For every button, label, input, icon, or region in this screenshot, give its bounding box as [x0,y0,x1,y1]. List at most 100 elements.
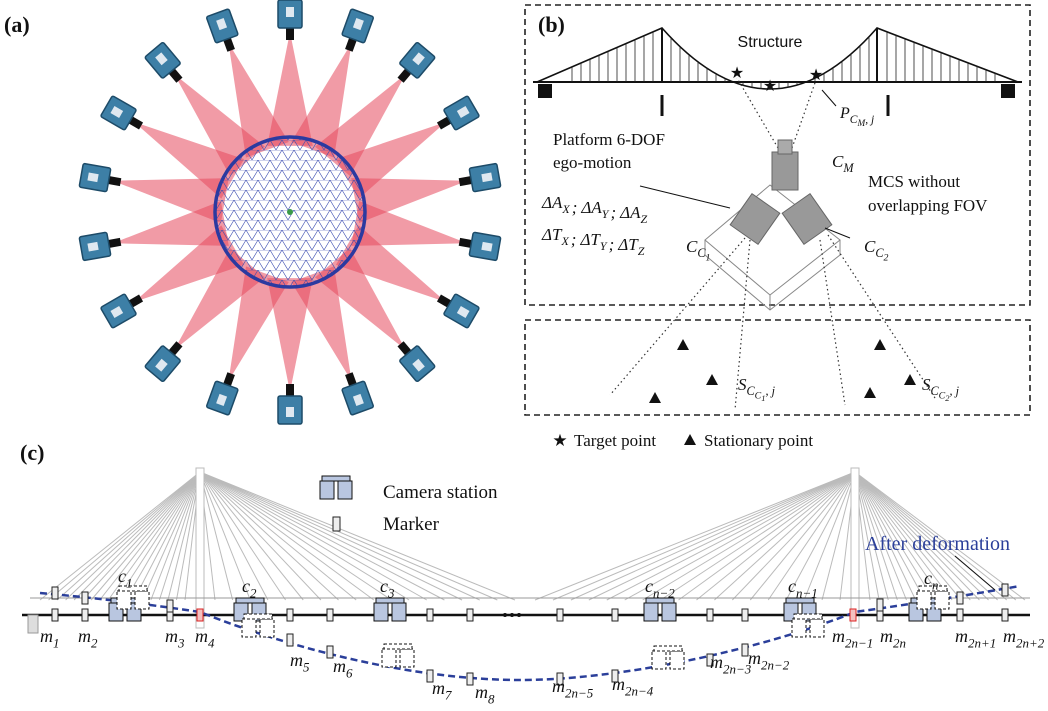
camera-display [87,172,98,182]
camera-station-top [384,644,412,649]
label-part: n−2 [653,585,675,600]
stay-cable [200,472,321,600]
camera-station [670,651,684,669]
marker [707,609,713,621]
stay-cable [134,472,200,600]
stationary-1-label: SCC1, j [738,375,776,403]
label-part: , j [865,114,874,126]
camera-station [382,649,396,667]
camera-lens [778,140,792,154]
ellipsis-dot [510,613,514,617]
camera [433,288,480,329]
camera [433,96,480,137]
marker-label: m3 [165,626,185,650]
label-part: 2 [884,253,889,264]
separator: ; [572,198,578,217]
legend-label: Marker [383,514,440,535]
label-part: m [78,626,91,646]
term-sub: Z [638,244,645,258]
camera [100,288,147,329]
label-part: 2n+2 [1016,635,1045,650]
label-part: P [839,105,850,122]
legend-label: Target point [574,431,656,450]
stationary-2-label: SCC2, j [922,375,960,403]
label-part: m [432,678,445,698]
term-sub: Z [641,212,648,226]
station-label: cn−1 [788,576,818,600]
label-part: M [842,161,854,175]
label-part: c [242,576,250,596]
label-part: m [552,676,565,696]
stay-cable [553,472,855,600]
label-part: 1 [53,635,59,650]
label-part: m [832,626,845,646]
label-part: 2 [250,585,257,600]
deformed-deck [40,586,1020,680]
label-part: 2n+1 [968,635,996,650]
label-part: m [710,652,723,672]
camera-station [392,603,406,621]
legend-star: ★ [552,431,567,450]
label-part: m [612,674,625,694]
label-part: 6 [346,665,353,680]
marker-label: m5 [290,650,310,674]
support [1001,84,1015,98]
marker [327,609,333,621]
label-part: C [864,237,876,256]
label-part: 3 [387,585,395,600]
label-part: m [955,626,968,646]
panel-label: (c) [20,440,44,465]
marker [1002,584,1008,596]
marker-label: m4 [195,626,215,650]
marker-label: m2n−4 [612,674,654,698]
legend-triangle [684,434,696,445]
camera [278,384,302,424]
stay-cable [571,472,855,600]
label-part: 2 [91,635,98,650]
marker-label: m6 [333,656,353,680]
camera [206,9,242,55]
camera [100,96,147,137]
box-ground [525,320,1030,415]
camera-station [374,603,388,621]
stay-cable [200,472,233,600]
label-part: m [333,656,346,676]
label-part: c [788,576,796,596]
stay-cable [200,472,391,600]
stay-cable [142,472,200,600]
camera-2-label: CC2 [864,237,889,264]
panel-label: (b) [538,12,565,37]
marker [742,609,748,621]
stay-cable [822,472,855,600]
term-base: ΔA [619,203,641,222]
stationary-point [874,339,886,350]
label-part: 2n−4 [625,683,654,698]
stay-cable [83,472,200,600]
pointer [640,186,730,208]
legend-label: Camera station [383,482,498,503]
stay-cable [100,472,200,600]
marker [52,609,58,621]
camera [457,163,501,194]
after-label: After deformation [865,533,1010,555]
mcs-label: MCS without [868,172,960,191]
label-part: C [832,152,844,171]
term-base: ΔT [617,235,639,254]
stationary-point [677,339,689,350]
stay-cable [661,472,855,600]
stay-cable [696,472,855,600]
separator: ; [571,230,577,249]
camera-station-top [654,646,682,651]
motion-terms: ΔAX;ΔAY;ΔAZ [541,193,648,226]
label-part: 1 [126,575,132,590]
marker [957,609,963,621]
camera-station [644,603,658,621]
target-star: ★ [809,67,823,84]
camera-station [792,619,806,637]
camera-1 [730,194,780,245]
camera-station [260,619,274,637]
label-part: m [1003,626,1016,646]
label-part: , j [766,384,776,398]
target-star: ★ [730,65,744,82]
label-part: 8 [488,691,495,706]
